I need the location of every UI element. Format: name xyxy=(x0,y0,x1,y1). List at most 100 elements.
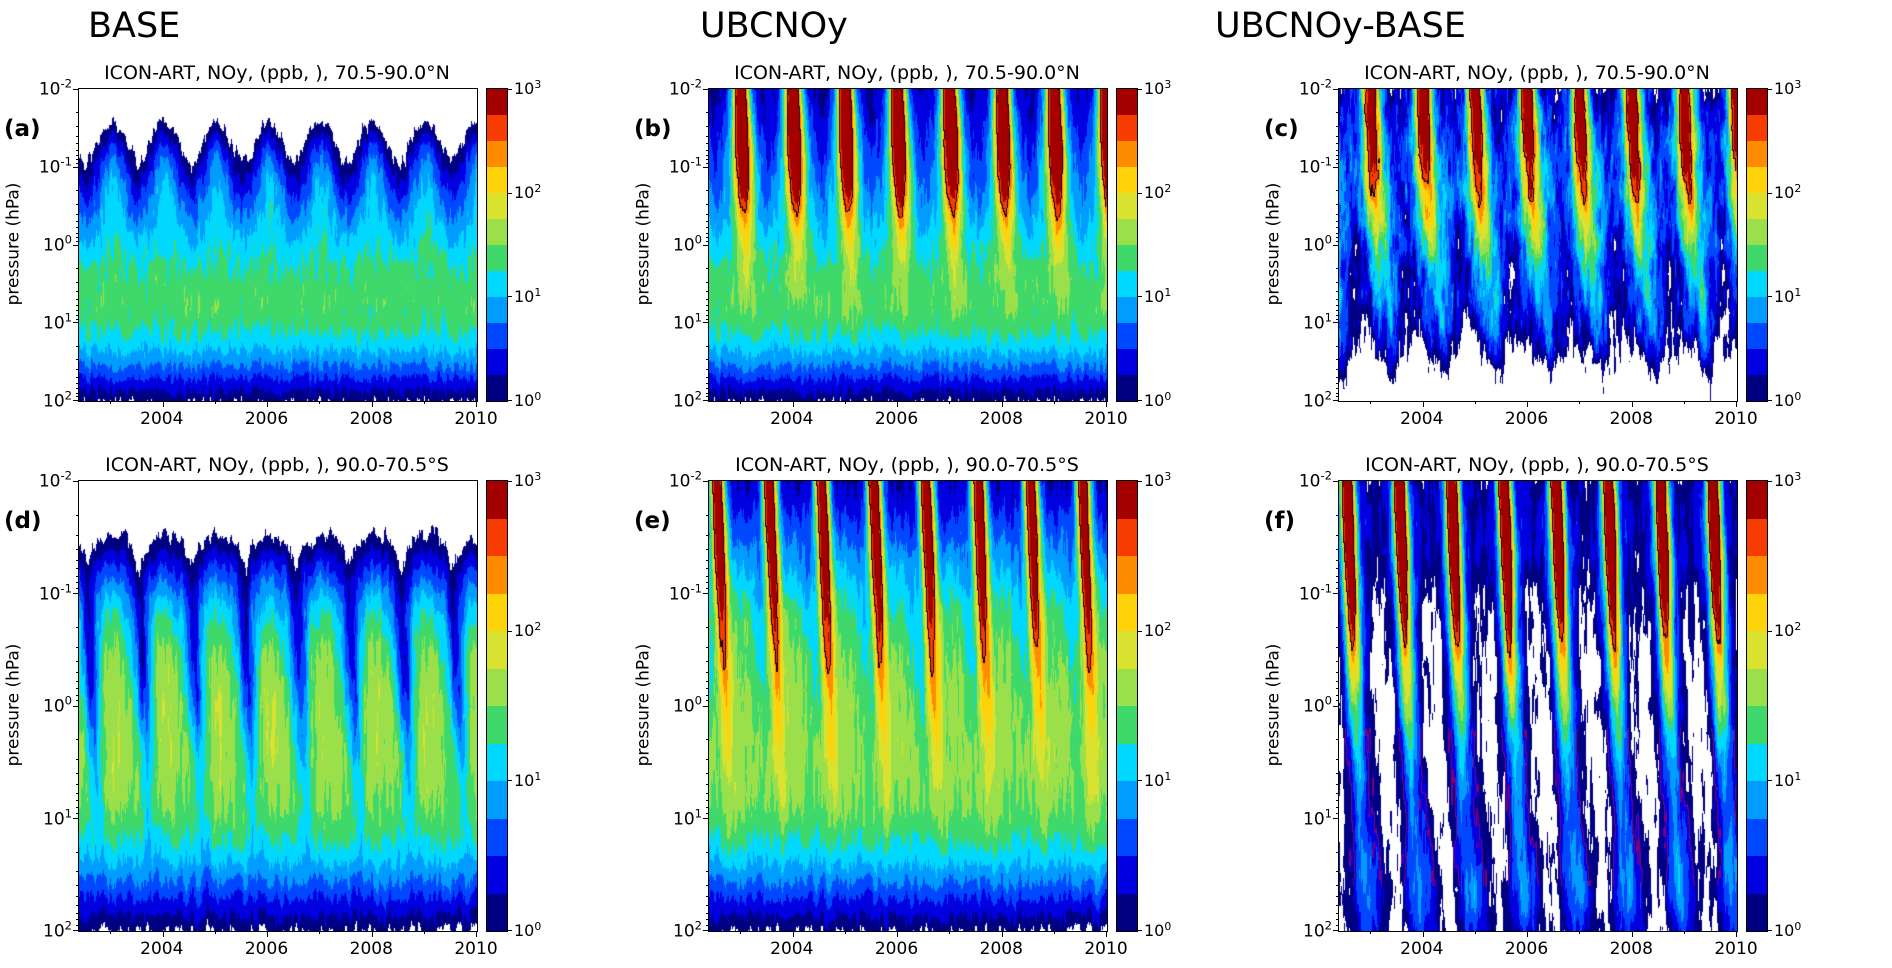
y-tick-label: 10-2 xyxy=(1298,468,1332,492)
x-minor-tick xyxy=(1683,401,1685,404)
y-minor-tick xyxy=(706,700,709,702)
y-minor-tick xyxy=(706,851,709,853)
y-minor-tick xyxy=(76,784,79,785)
y-minor-tick xyxy=(1336,694,1339,696)
y-minor-tick xyxy=(1336,812,1339,814)
y-minor-tick xyxy=(1336,203,1339,205)
x-minor-tick xyxy=(1579,401,1581,404)
y-minor-tick xyxy=(76,568,79,570)
y-axis-label: pressure (hPa) xyxy=(633,182,653,306)
x-tick-label: 2004 xyxy=(1400,409,1444,429)
colorbar-band xyxy=(1117,219,1137,245)
x-major-tick xyxy=(267,931,269,937)
x-tick-label: 2004 xyxy=(140,939,184,959)
colorbar-band xyxy=(1117,481,1137,519)
y-minor-tick xyxy=(1336,298,1339,300)
y-minor-tick xyxy=(706,314,709,316)
y-minor-tick xyxy=(1336,739,1339,741)
y-major-tick xyxy=(73,244,79,246)
colorbar xyxy=(1746,480,1772,932)
y-major-tick xyxy=(73,705,79,707)
panel-c: ICON-ART, NOy, (ppb, ), 70.5-90.0°N (c) pr… xyxy=(1260,58,1890,436)
colorbar-tick-label: 102 xyxy=(514,619,542,641)
y-tick-label: 10-1 xyxy=(38,154,72,178)
y-minor-tick xyxy=(1336,851,1339,853)
y-minor-tick xyxy=(76,739,79,741)
colorbar-tick xyxy=(1137,192,1142,194)
y-axis-label: pressure (hPa) xyxy=(1263,182,1283,306)
panel-title: ICON-ART, NOy, (ppb, ), 90.0-70.5°S xyxy=(735,454,1079,476)
y-tick-label: 100 xyxy=(43,232,72,256)
plot-area xyxy=(703,480,1108,937)
colorbar-band xyxy=(487,271,507,297)
y-minor-tick xyxy=(76,359,79,361)
y-minor-tick xyxy=(1336,885,1339,887)
y-tick-label: 10-1 xyxy=(668,581,702,604)
y-minor-tick xyxy=(76,792,79,794)
y-minor-tick xyxy=(1336,680,1339,682)
y-major-tick xyxy=(703,89,709,90)
x-tick-label: 2006 xyxy=(874,939,919,959)
y-minor-tick xyxy=(76,646,79,648)
y-minor-tick xyxy=(706,792,709,794)
y-minor-tick xyxy=(1336,773,1339,775)
y-tick-label: 101 xyxy=(1303,806,1332,829)
column-title-ubcnoy-base: UBCNOy-BASE xyxy=(1215,6,1466,46)
y-minor-tick xyxy=(76,240,79,242)
panel-d: ICON-ART, NOy, (ppb, ), 90.0-70.5°S (d) pr… xyxy=(0,450,630,968)
colorbar xyxy=(486,480,512,932)
colorbar-band xyxy=(1117,593,1137,631)
y-minor-tick xyxy=(1336,759,1339,761)
plot-area xyxy=(73,480,478,937)
colorbar-tick xyxy=(1767,296,1772,298)
y-minor-tick xyxy=(706,376,709,378)
colorbar-band xyxy=(1117,89,1137,115)
colorbar-band xyxy=(1747,556,1767,594)
y-minor-tick xyxy=(76,388,79,389)
colorbar-tick xyxy=(1137,89,1142,90)
y-major-tick xyxy=(703,244,709,246)
colorbar-band xyxy=(1747,518,1767,556)
panel-letter: (f) xyxy=(1264,508,1296,534)
y-major-tick xyxy=(703,705,709,707)
y-minor-tick xyxy=(76,159,79,161)
y-minor-tick xyxy=(1336,514,1339,516)
y-minor-tick xyxy=(1336,221,1339,223)
y-minor-tick xyxy=(706,392,709,394)
y-major-tick xyxy=(1333,593,1339,595)
y-minor-tick xyxy=(1336,281,1339,283)
colorbar-band xyxy=(1747,818,1767,856)
y-minor-tick xyxy=(1336,671,1339,673)
panel-title: ICON-ART, NOy, (ppb, ), 70.5-90.0°N xyxy=(734,62,1080,84)
x-minor-tick xyxy=(319,931,321,934)
colorbar-tick xyxy=(507,89,512,90)
y-minor-tick xyxy=(1336,392,1339,394)
x-tick-label: 2006 xyxy=(244,409,289,429)
y-major-tick xyxy=(703,481,709,482)
y-axis-label: pressure (hPa) xyxy=(3,643,23,767)
y-minor-tick xyxy=(1336,806,1339,808)
y-major-tick xyxy=(1333,930,1339,931)
y-minor-tick xyxy=(76,871,79,873)
colorbar-band xyxy=(487,349,507,375)
colorbar-band xyxy=(487,375,507,401)
colorbar-tick-label: 101 xyxy=(514,285,542,307)
colorbar-tick xyxy=(507,780,512,782)
column-headers: BASE UBCNOy UBCNOy-BASE xyxy=(0,0,1892,58)
y-minor-tick xyxy=(76,700,79,702)
x-tick-label: 2008 xyxy=(1609,939,1653,959)
y-minor-tick xyxy=(76,232,79,234)
plot-area xyxy=(1333,480,1738,937)
colorbar-tick-label: 101 xyxy=(1144,285,1172,307)
y-minor-tick xyxy=(706,582,709,584)
y-minor-tick xyxy=(706,237,709,238)
y-minor-tick xyxy=(706,568,709,570)
colorbar-band xyxy=(1117,323,1137,349)
contour-plot-canvas xyxy=(1339,89,1737,401)
y-major-tick xyxy=(1333,481,1339,482)
y-minor-tick xyxy=(1336,314,1339,316)
colorbar-tick-label: 102 xyxy=(1774,181,1802,203)
y-minor-tick xyxy=(706,213,709,215)
y-minor-tick xyxy=(76,694,79,696)
colorbar-band xyxy=(1747,115,1767,141)
